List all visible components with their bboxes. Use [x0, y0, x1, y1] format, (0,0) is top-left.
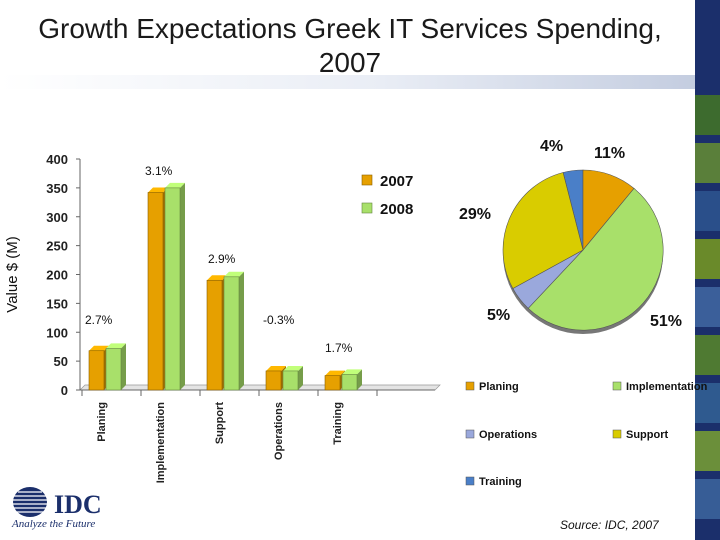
growth-label: 1.7% — [325, 341, 353, 355]
pie-value-label: 5% — [487, 307, 510, 324]
bar-2007-implementation — [147, 192, 164, 391]
logo-wordmark: IDC — [54, 490, 102, 519]
bar-top — [148, 187, 168, 193]
bar-side — [239, 271, 244, 390]
pie-legend-swatch — [465, 476, 475, 486]
idc-logo: IDC Analyze the Future — [11, 487, 102, 530]
bar-side — [180, 182, 185, 390]
logo-tagline: Analyze the Future — [11, 518, 95, 530]
y-tick-label: 0 — [61, 383, 68, 398]
y-tick-label: 400 — [46, 152, 68, 167]
chart-floor — [79, 384, 441, 391]
bar-top — [283, 365, 303, 371]
pie-legend-swatch — [612, 429, 622, 439]
x-tick-label: Training — [332, 402, 344, 445]
bar-top — [224, 271, 244, 277]
side-bar-square — [695, 95, 720, 135]
bar-top — [106, 343, 126, 349]
bar-top — [207, 275, 227, 281]
pie-value-label: 29% — [459, 206, 491, 223]
bar-2007-support — [206, 279, 223, 391]
side-bar-square — [695, 479, 720, 519]
bar-top — [342, 369, 362, 375]
pie-slice-support — [502, 172, 584, 289]
y-axis-label: Value $ (M) — [4, 236, 21, 312]
bar-2008-planing — [105, 348, 122, 391]
pie-legend-label: Support — [626, 429, 668, 441]
side-bar-square — [695, 431, 720, 471]
y-tick-label: 350 — [46, 181, 68, 196]
pie-slice-implementation — [527, 187, 664, 331]
pie-value-label: 51% — [650, 313, 682, 330]
growth-label: 2.7% — [85, 313, 113, 327]
growth-label: 3.1% — [145, 164, 173, 178]
bar-2008-training — [341, 374, 358, 391]
x-tick-label: Planing — [96, 402, 108, 442]
side-bar-square — [695, 335, 720, 375]
y-tick-label: 250 — [46, 239, 68, 254]
y-tick-label: 200 — [46, 268, 68, 283]
pie-legend-swatch — [465, 429, 475, 439]
bar-side — [357, 369, 362, 390]
bar-2007-planing — [88, 350, 105, 391]
growth-label: -0.3% — [263, 313, 295, 327]
y-tick-label: 150 — [46, 296, 68, 311]
idc-globe-icon — [13, 487, 47, 517]
bar-side — [121, 343, 126, 390]
pie-value-label: 4% — [540, 138, 563, 155]
bar-2008-support — [223, 276, 240, 391]
legend-swatch-2008 — [361, 202, 373, 214]
bar-top — [266, 365, 286, 371]
bar-side — [298, 365, 303, 390]
title-underline-strip — [0, 75, 695, 89]
x-tick-label: Implementation — [155, 402, 167, 484]
legend-label: 2007 — [380, 173, 413, 190]
bar-top — [89, 345, 109, 351]
bar-top — [325, 370, 345, 376]
side-bar-square — [695, 239, 720, 279]
bar-2008-operations — [282, 370, 299, 391]
pie-legend-label: Training — [479, 476, 522, 488]
pie-legend-label: Operations — [479, 429, 537, 441]
legend-label: 2008 — [380, 201, 413, 218]
bar-top — [165, 182, 185, 188]
growth-label: 2.9% — [208, 252, 236, 266]
bar-2007-operations — [265, 370, 282, 391]
source-note: Source: IDC, 2007 — [560, 518, 659, 532]
side-bar-square — [695, 383, 720, 423]
pie-legend-label: Implementation — [626, 381, 708, 393]
y-tick-label: 50 — [54, 354, 68, 369]
pie-value-label: 11% — [594, 145, 625, 162]
pie-legend-label: Planing — [479, 381, 519, 393]
x-tick-label: Operations — [273, 402, 285, 460]
pie-legend-swatch — [612, 381, 622, 391]
decorative-side-bar — [695, 0, 720, 540]
pie-chart: 11% 51% 5% 29% 4% Planing Implementation Operat… — [459, 138, 708, 488]
bar-chart: 0 50 100 150 200 250 300 350 400 Value $ (M) Plani… — [4, 152, 441, 484]
bar-2008-implementation — [164, 187, 181, 391]
side-bar-square — [695, 143, 720, 183]
side-bar-square — [695, 287, 720, 327]
slide-title: Growth Expectations Greek IT Services Sp… — [38, 13, 662, 78]
bar-2007-training — [324, 375, 341, 391]
x-tick-label: Support — [214, 402, 226, 444]
side-bar-square — [695, 191, 720, 231]
legend-swatch-2007 — [361, 174, 373, 186]
y-tick-label: 300 — [46, 210, 68, 225]
title-bar — [0, 0, 695, 75]
pie-legend-swatch — [465, 381, 475, 391]
y-tick-label: 100 — [46, 325, 68, 340]
